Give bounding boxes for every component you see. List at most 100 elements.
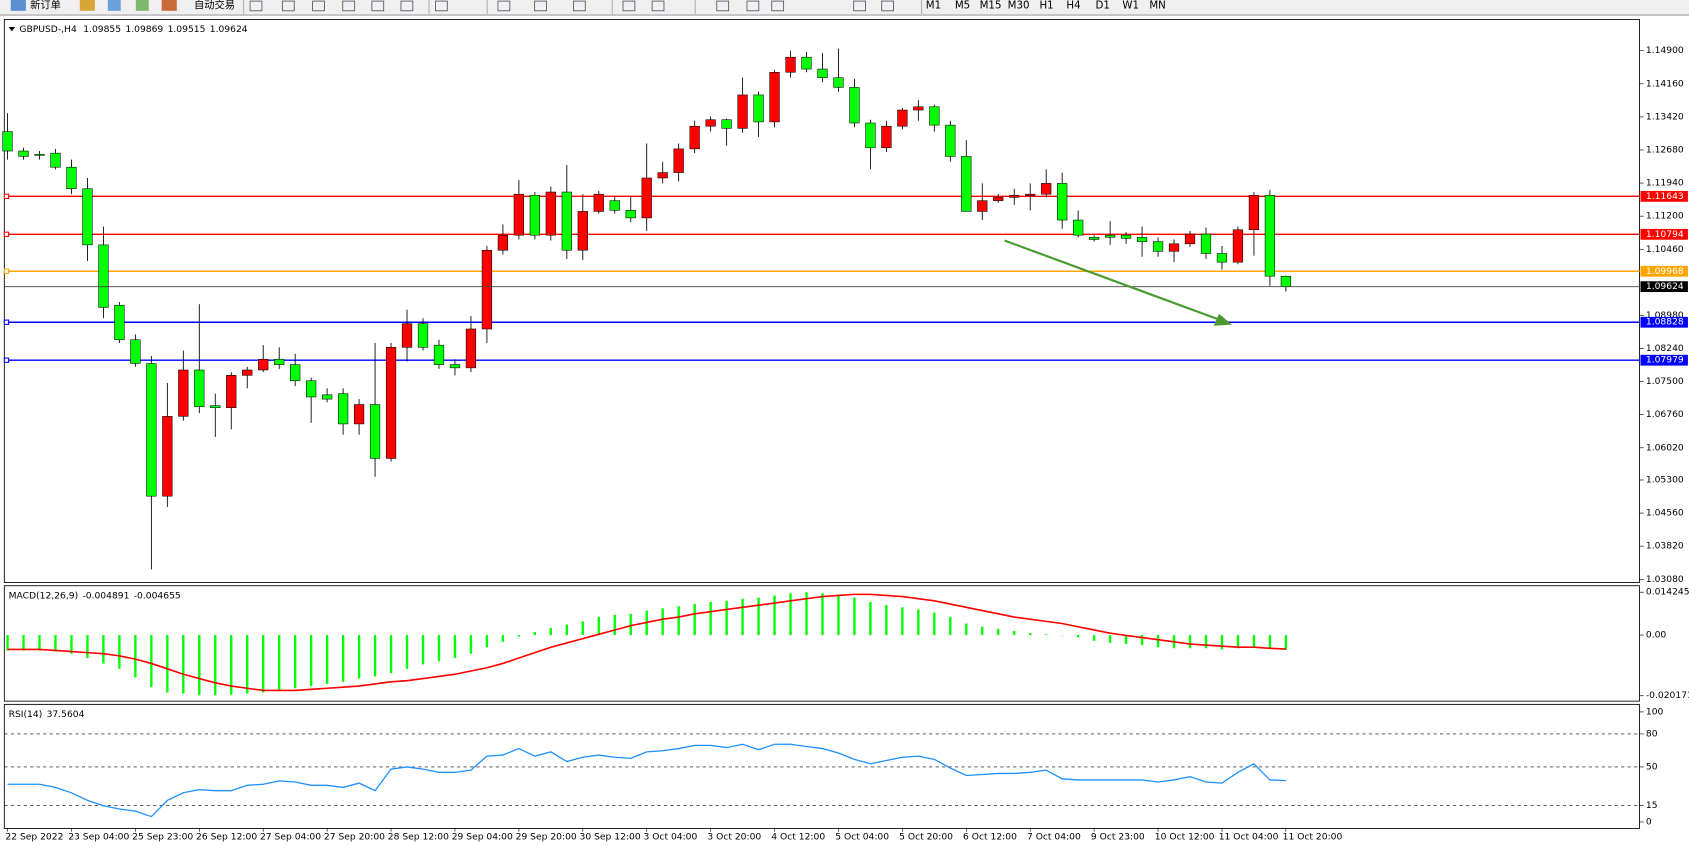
x-tick-label: 22 Sep 2022 (5, 832, 63, 843)
tool-icon[interactable] (281, 0, 295, 12)
candle-body (561, 191, 572, 251)
candle-body (258, 358, 269, 371)
price-label-bg (1640, 316, 1688, 328)
timeframe-button[interactable]: MN (1149, 0, 1165, 11)
candle-body (673, 148, 684, 173)
candle-body (817, 68, 828, 78)
title-part: -0.004891 (82, 590, 129, 601)
toolbar-item[interactable]: 新订单 (30, 0, 61, 11)
candle-body (689, 125, 700, 150)
x-tick-label: 3 Oct 04:00 (643, 832, 697, 843)
candle-body (977, 200, 988, 212)
candle-body (306, 380, 317, 398)
timeframe-button[interactable]: W1 (1122, 0, 1139, 11)
tool-icon[interactable] (622, 0, 636, 12)
price-label-bg (1640, 354, 1688, 366)
x-tick-label: 27 Sep 04:00 (260, 832, 321, 843)
panel-title: GBPUSD-,H4 1.09855 1.09869 1.09515 1.09624 (19, 24, 247, 35)
y-tick-label: 1.11940 (1646, 178, 1684, 189)
y-tick-label: 50 (1646, 761, 1658, 772)
candle-body (18, 150, 29, 157)
x-tick-label: 10 Oct 12:00 (1155, 832, 1215, 843)
tool-icon[interactable] (746, 0, 760, 12)
candle-body (1009, 194, 1020, 198)
timeframe-button[interactable]: D1 (1095, 0, 1109, 11)
candle-body (1152, 241, 1164, 252)
timeframe-button[interactable]: M5 (955, 0, 970, 11)
tool-icon[interactable] (572, 0, 586, 12)
tool-icon[interactable] (651, 0, 665, 12)
candle-body (1136, 237, 1148, 242)
candle-body (1120, 234, 1132, 239)
tool-icon[interactable] (342, 0, 356, 12)
y-tick-label: 1.08240 (1646, 343, 1684, 354)
y-tick-label: 0.014245 (1646, 587, 1689, 598)
line-anchor (3, 319, 10, 325)
price-label-bg (1640, 228, 1688, 240)
timeframe-button[interactable]: H4 (1066, 0, 1080, 11)
tool-icon[interactable] (853, 0, 866, 12)
tool-icon[interactable] (435, 0, 448, 12)
candle-body (1041, 183, 1052, 195)
candle-body (753, 94, 764, 123)
x-tick-label: 28 Sep 12:00 (388, 832, 449, 843)
candle-body (929, 106, 940, 126)
tool-icon[interactable] (312, 0, 325, 12)
y-tick-label: 1.03080 (1646, 574, 1684, 585)
title-part: 1.09624 (210, 24, 248, 35)
candle-body (194, 369, 205, 407)
candle-body (1248, 194, 1260, 231)
x-tick-label: 3 Oct 20:00 (707, 832, 761, 843)
timeframe-button[interactable]: M15 (980, 0, 1002, 11)
y-tick-label: 1.06020 (1646, 442, 1684, 453)
candle-body (801, 56, 812, 70)
candle-body (353, 404, 365, 425)
candle-body (130, 339, 141, 364)
tool-icon[interactable] (249, 0, 263, 12)
y-tick-label: 100 (1646, 706, 1664, 717)
candle-body (961, 156, 972, 212)
x-tick-label: 23 Sep 04:00 (68, 832, 129, 843)
title-part: 1.09855 (83, 24, 121, 35)
y-tick-label: 1.11200 (1646, 211, 1684, 222)
timeframe-button[interactable]: M1 (926, 0, 941, 11)
x-tick-label: 29 Sep 04:00 (452, 832, 513, 843)
y-tick-label: 80 (1646, 728, 1658, 739)
timeframe-button[interactable]: M30 (1008, 0, 1030, 11)
timeframe-button[interactable]: H1 (1039, 0, 1053, 11)
tool-icon[interactable] (400, 0, 414, 12)
x-tick-label: 9 Oct 23:00 (1091, 832, 1145, 843)
x-tick-label: 4 Oct 12:00 (771, 832, 825, 843)
y-tick-label: 1.07500 (1646, 376, 1684, 387)
candle-body (449, 364, 461, 369)
x-tick-label: 11 Oct 04:00 (1219, 832, 1279, 843)
tool-icon[interactable] (497, 0, 511, 12)
candle-body (1089, 237, 1100, 240)
y-tick-label: 1.14160 (1646, 78, 1684, 89)
tool-icon[interactable] (371, 0, 385, 12)
candle-body (625, 210, 636, 219)
panel-frame (3, 18, 1640, 583)
toolbar-item[interactable]: 自动交易 (194, 0, 235, 11)
candle-body (226, 375, 237, 409)
candle-body (1280, 276, 1292, 287)
y-tick-label: 1.06760 (1646, 409, 1684, 420)
tool-icon[interactable] (881, 0, 894, 12)
candle-body (593, 193, 604, 212)
candle-body (721, 119, 732, 129)
toolbar-bg (0, 0, 1689, 16)
title-part: 37.5604 (47, 709, 85, 720)
candle-body (785, 56, 796, 73)
candle-body (146, 363, 157, 497)
price-label: 1.09968 (1646, 266, 1684, 277)
tool-icon[interactable] (534, 0, 547, 12)
icon (10, 0, 26, 11)
x-tick-label: 30 Sep 12:00 (580, 832, 641, 843)
tool-icon[interactable] (716, 0, 730, 12)
candle-body (881, 125, 892, 149)
tool-icon[interactable] (771, 0, 785, 12)
price-label: 1.08828 (1646, 317, 1684, 328)
candle-body (162, 416, 173, 497)
candle-body (913, 106, 924, 111)
